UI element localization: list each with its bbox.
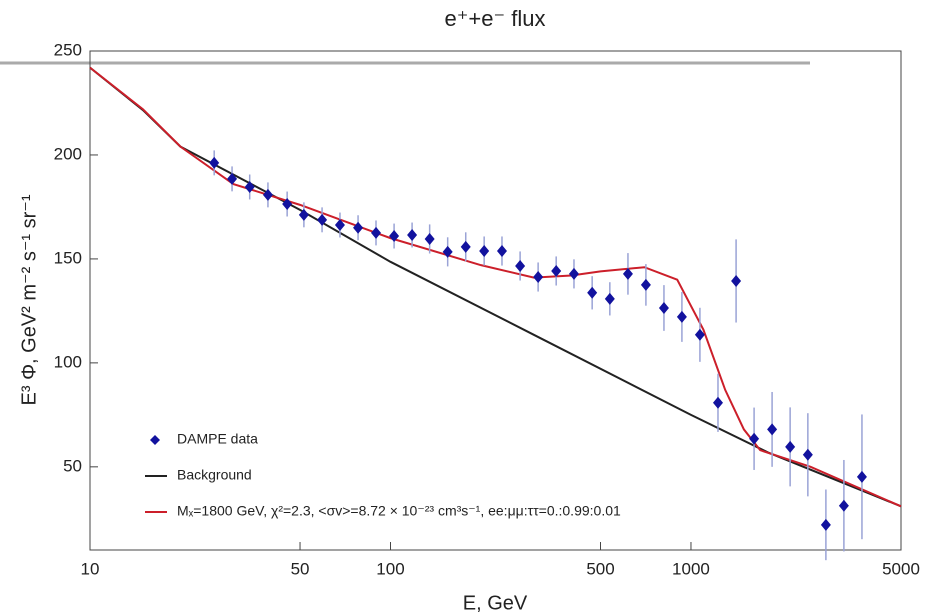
- y-tick-label: 250: [54, 40, 82, 59]
- data-point: [856, 470, 867, 483]
- y-tick-label: 50: [63, 456, 82, 475]
- data-point: [282, 198, 293, 211]
- data-point: [658, 301, 669, 314]
- data-point: [424, 232, 435, 245]
- x-tick-label: 50: [291, 559, 310, 578]
- legend-label: DAMPE data: [177, 431, 258, 447]
- x-tick-label: 100: [376, 559, 404, 578]
- data-point: [802, 448, 813, 461]
- plot-frame: [89, 50, 902, 551]
- data-point: [587, 286, 598, 299]
- data-point: [820, 518, 831, 531]
- y-tick-label: 200: [54, 144, 82, 163]
- legend-marker: [150, 435, 160, 445]
- legend-label: Background: [177, 467, 252, 483]
- chart-title: e⁺+e⁻ flux: [445, 6, 546, 31]
- legend-label: Mₓ=1800 GeV, χ²=2.3, <σv>=8.72 × 10⁻²³ c…: [177, 503, 621, 519]
- y-tick-label: 100: [54, 352, 82, 371]
- data-point: [712, 396, 723, 409]
- data-point: [694, 328, 705, 341]
- data-point: [785, 440, 796, 453]
- data-point: [298, 208, 309, 221]
- x-tick-label: 1000: [672, 559, 710, 578]
- y-tick-label: 150: [54, 248, 82, 267]
- data-point: [371, 226, 382, 239]
- data-point: [604, 292, 615, 305]
- data-point: [640, 278, 651, 291]
- data-point: [262, 188, 273, 201]
- data-point: [767, 423, 778, 436]
- x-tick-label: 10: [81, 559, 100, 578]
- data-point: [442, 245, 453, 258]
- data-point: [749, 432, 760, 445]
- data-point: [479, 245, 490, 258]
- data-point: [407, 229, 418, 242]
- data-point: [731, 274, 742, 287]
- data-point: [334, 219, 345, 232]
- data-point: [389, 230, 400, 243]
- data-point: [353, 221, 364, 234]
- data-point: [317, 213, 328, 226]
- data-point: [551, 264, 562, 277]
- data-point: [515, 259, 526, 272]
- x-tick-label: 5000: [882, 559, 920, 578]
- data-point: [227, 172, 238, 185]
- x-axis-label: E, GeV: [463, 592, 528, 614]
- data-point: [496, 245, 507, 258]
- series-line: [89, 66, 902, 508]
- x-tick-label: 500: [586, 559, 614, 578]
- data-point: [460, 240, 471, 253]
- data-point: [209, 156, 220, 169]
- data-point: [533, 271, 544, 284]
- data-point: [568, 267, 579, 280]
- data-point: [676, 310, 687, 323]
- data-point: [838, 499, 849, 512]
- data-point: [622, 267, 633, 280]
- y-axis-label: E³ Φ, GeV² m⁻² s⁻¹ sr⁻¹: [18, 194, 40, 405]
- data-point: [244, 180, 255, 193]
